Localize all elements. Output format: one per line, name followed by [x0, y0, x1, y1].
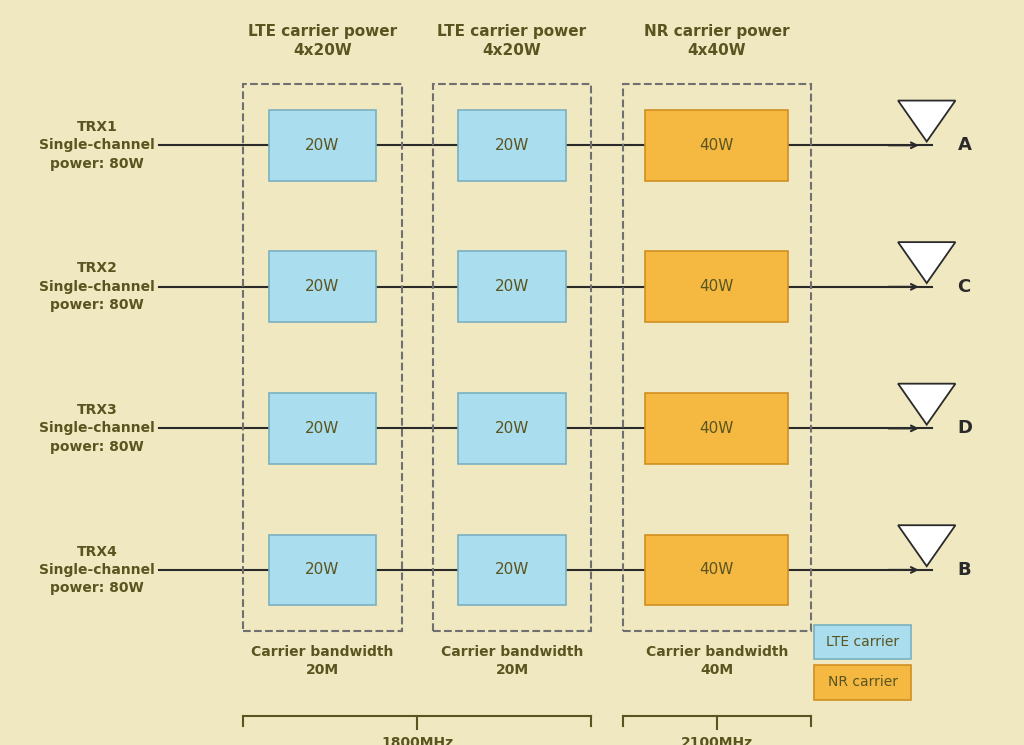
- Text: 20W: 20W: [305, 421, 340, 436]
- Text: NR carrier: NR carrier: [827, 676, 898, 689]
- FancyBboxPatch shape: [459, 535, 565, 605]
- Text: 20W: 20W: [495, 138, 529, 153]
- FancyBboxPatch shape: [645, 252, 788, 322]
- Text: 40W: 40W: [699, 562, 734, 577]
- Polygon shape: [898, 525, 955, 566]
- Text: 20W: 20W: [495, 421, 529, 436]
- FancyBboxPatch shape: [459, 393, 565, 463]
- Text: LTE carrier power
4x20W: LTE carrier power 4x20W: [437, 24, 587, 58]
- Polygon shape: [898, 101, 955, 142]
- Text: 20W: 20W: [495, 279, 529, 294]
- Text: 40W: 40W: [699, 279, 734, 294]
- Text: C: C: [957, 278, 971, 296]
- Text: NR carrier power
4x40W: NR carrier power 4x40W: [644, 24, 790, 58]
- FancyBboxPatch shape: [645, 110, 788, 180]
- FancyBboxPatch shape: [268, 110, 377, 180]
- Text: 1800MHz
OBM: 40MHz: 1800MHz OBM: 40MHz: [368, 736, 467, 745]
- FancyBboxPatch shape: [459, 252, 565, 322]
- Text: TRX4
Single-channel
power: 80W: TRX4 Single-channel power: 80W: [39, 545, 156, 595]
- Text: 40W: 40W: [699, 421, 734, 436]
- FancyBboxPatch shape: [268, 535, 377, 605]
- FancyBboxPatch shape: [645, 393, 788, 463]
- Text: Carrier bandwidth
20M: Carrier bandwidth 20M: [440, 645, 584, 677]
- Text: Carrier bandwidth
40M: Carrier bandwidth 40M: [645, 645, 788, 677]
- Text: TRX3
Single-channel
power: 80W: TRX3 Single-channel power: 80W: [39, 403, 156, 454]
- FancyBboxPatch shape: [645, 535, 788, 605]
- Text: A: A: [957, 136, 972, 154]
- FancyBboxPatch shape: [268, 252, 377, 322]
- FancyBboxPatch shape: [814, 665, 911, 700]
- FancyBboxPatch shape: [268, 393, 377, 463]
- Text: 20W: 20W: [305, 562, 340, 577]
- Polygon shape: [898, 384, 955, 425]
- Text: 20W: 20W: [305, 138, 340, 153]
- Text: TRX2
Single-channel
power: 80W: TRX2 Single-channel power: 80W: [39, 261, 156, 312]
- Text: B: B: [957, 561, 971, 579]
- Text: 20W: 20W: [305, 279, 340, 294]
- FancyBboxPatch shape: [814, 625, 911, 659]
- Text: LTE carrier power
4x20W: LTE carrier power 4x20W: [248, 24, 397, 58]
- Text: 2100MHz
OBM: 40MHz: 2100MHz OBM: 40MHz: [667, 736, 767, 745]
- FancyBboxPatch shape: [459, 110, 565, 180]
- Text: TRX1
Single-channel
power: 80W: TRX1 Single-channel power: 80W: [39, 120, 156, 171]
- Text: D: D: [957, 419, 973, 437]
- Polygon shape: [898, 242, 955, 283]
- Text: 20W: 20W: [495, 562, 529, 577]
- Text: LTE carrier: LTE carrier: [826, 635, 899, 649]
- Text: Carrier bandwidth
20M: Carrier bandwidth 20M: [251, 645, 394, 677]
- Text: 40W: 40W: [699, 138, 734, 153]
